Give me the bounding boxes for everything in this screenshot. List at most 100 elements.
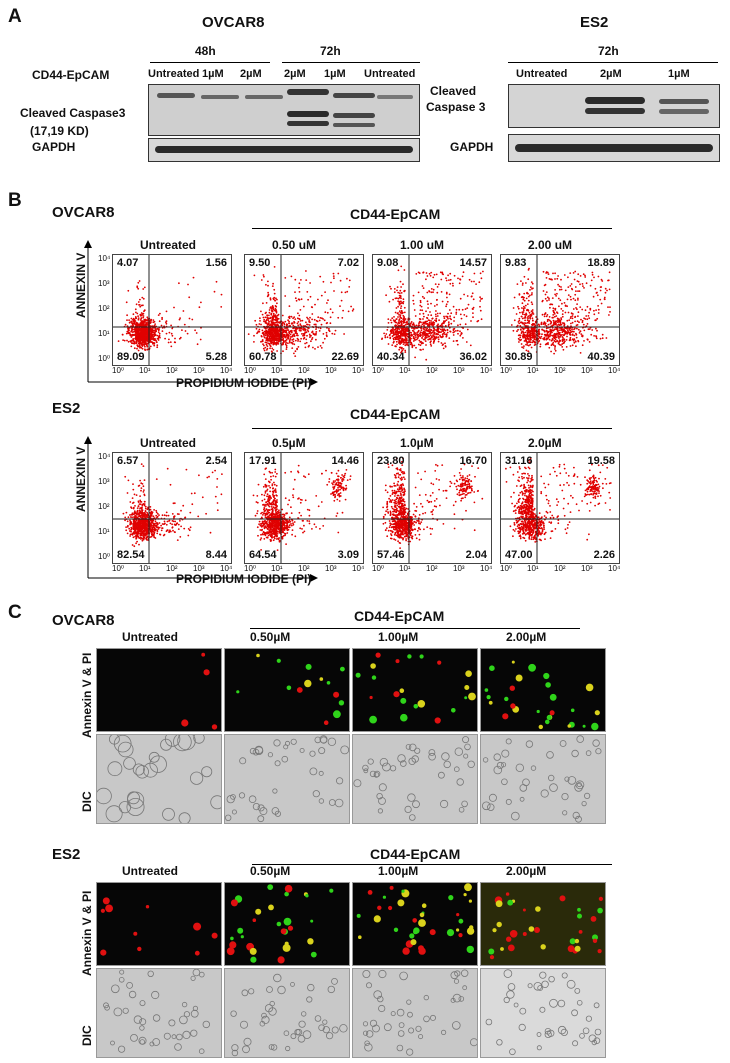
flow-event-dot [130, 345, 133, 348]
flow-event-dot [266, 338, 269, 341]
flow-event-dot [150, 521, 153, 524]
flow-event-dot [517, 305, 519, 308]
flow-event-dot [142, 341, 145, 344]
flow-event-dot [399, 294, 402, 297]
flow-event-dot [407, 344, 409, 347]
flow-event-dot [292, 317, 294, 320]
flow-event-dot [277, 343, 280, 345]
flow-event-dot [311, 318, 313, 321]
flow-event-dot [543, 330, 546, 333]
flow-event-dot [294, 318, 297, 320]
flow-event-dot [333, 333, 336, 335]
flow-event-dot [137, 512, 139, 515]
flow-event-dot [153, 509, 155, 511]
flow-event-dot [412, 294, 415, 297]
flow-event-dot [541, 313, 544, 316]
flow-event-dot [545, 325, 548, 327]
flow-event-dot [418, 339, 421, 342]
flow-event-dot [415, 324, 418, 327]
flow-event-dot [596, 329, 598, 332]
flow-event-dot [423, 338, 426, 341]
flow-event-dot [161, 318, 163, 320]
flow-event-dot [307, 345, 310, 348]
flow-event-dot [394, 345, 397, 347]
flow-event-dot [275, 311, 278, 314]
flow-event-dot [305, 321, 307, 324]
flow-event-dot [579, 352, 582, 354]
flow-event-dot [440, 291, 443, 293]
flow-event-dot [133, 545, 136, 548]
flow-event-dot [126, 330, 129, 333]
flow-event-dot [130, 526, 133, 529]
flow-event-dot [427, 332, 429, 335]
flow-event-dot [297, 340, 299, 342]
flow-event-dot [396, 289, 398, 292]
flow-event-dot [329, 308, 332, 310]
flow-event-dot [571, 328, 573, 331]
flow-event-dot [270, 350, 273, 353]
flow-event-dot [581, 319, 584, 322]
flow-event-dot [425, 358, 428, 361]
flow-event-dot [566, 298, 569, 301]
flow-event-dot [523, 331, 525, 334]
flow-event-dot [332, 272, 335, 275]
flow-event-dot [399, 330, 402, 333]
time-48h-label: 48h [195, 44, 216, 58]
flow-event-dot [152, 533, 155, 536]
flow-event-dot [510, 324, 513, 326]
flow-event-dot [416, 333, 419, 336]
flow-event-dot [396, 336, 399, 339]
flow-event-dot [519, 339, 522, 342]
flow-event-dot [141, 345, 144, 347]
flow-event-dot [133, 318, 136, 321]
flow-event-dot [179, 336, 182, 339]
flow-event-dot [391, 317, 394, 320]
flow-event-dot [479, 305, 481, 308]
flow-event-dot [520, 343, 523, 345]
flow-event-dot [312, 332, 315, 335]
flow-event-dot [268, 314, 270, 317]
flow-event-dot [557, 334, 559, 336]
flow-event-dot [396, 343, 398, 346]
flow-event-dot [394, 338, 397, 341]
flow-event-dot [143, 286, 146, 289]
flow-event-dot [152, 519, 155, 522]
flow-event-dot [141, 335, 144, 338]
flow-event-dot [548, 316, 551, 318]
flow-event-dot [297, 338, 300, 341]
lane-label: 2µM [600, 68, 622, 80]
flow-event-dot [554, 349, 557, 352]
flow-event-dot [299, 323, 302, 326]
flow-event-dot [137, 318, 140, 321]
flow-event-dot [430, 340, 432, 342]
flow-event-dot [143, 337, 146, 340]
flow-event-dot [558, 320, 561, 323]
flow-event-dot [560, 344, 562, 346]
flow-event-dot [132, 322, 134, 325]
flow-event-dot [563, 324, 566, 326]
flow-event-dot [445, 277, 447, 279]
flow-plot-condition-label: 1.00 uM [400, 238, 445, 252]
flow-event-dot [559, 340, 562, 342]
flow-event-dot [436, 298, 438, 301]
quadrant-lower-left-value: 89.09 [117, 351, 145, 363]
flow-event-dot [458, 282, 461, 285]
flow-event-dot [547, 343, 549, 346]
flow-event-dot [552, 336, 555, 338]
es2-cleaved-label-2: Caspase 3 [426, 100, 486, 114]
flow-event-dot [396, 286, 399, 288]
flow-event-dot [434, 313, 437, 316]
x-tick-label: 10⁴ [480, 366, 493, 375]
flow-event-dot [430, 320, 432, 322]
flow-event-dot [326, 322, 329, 324]
flow-event-dot [419, 304, 422, 307]
flow-event-dot [402, 340, 405, 343]
flow-event-dot [555, 295, 557, 297]
flow-event-dot [436, 312, 439, 315]
flow-event-dot [146, 338, 149, 340]
flow-event-dot [320, 323, 323, 326]
flow-event-dot [433, 337, 436, 339]
flow-event-dot [340, 291, 343, 294]
es2-gapdh-blot [508, 134, 720, 162]
flow-event-dot [412, 330, 415, 332]
